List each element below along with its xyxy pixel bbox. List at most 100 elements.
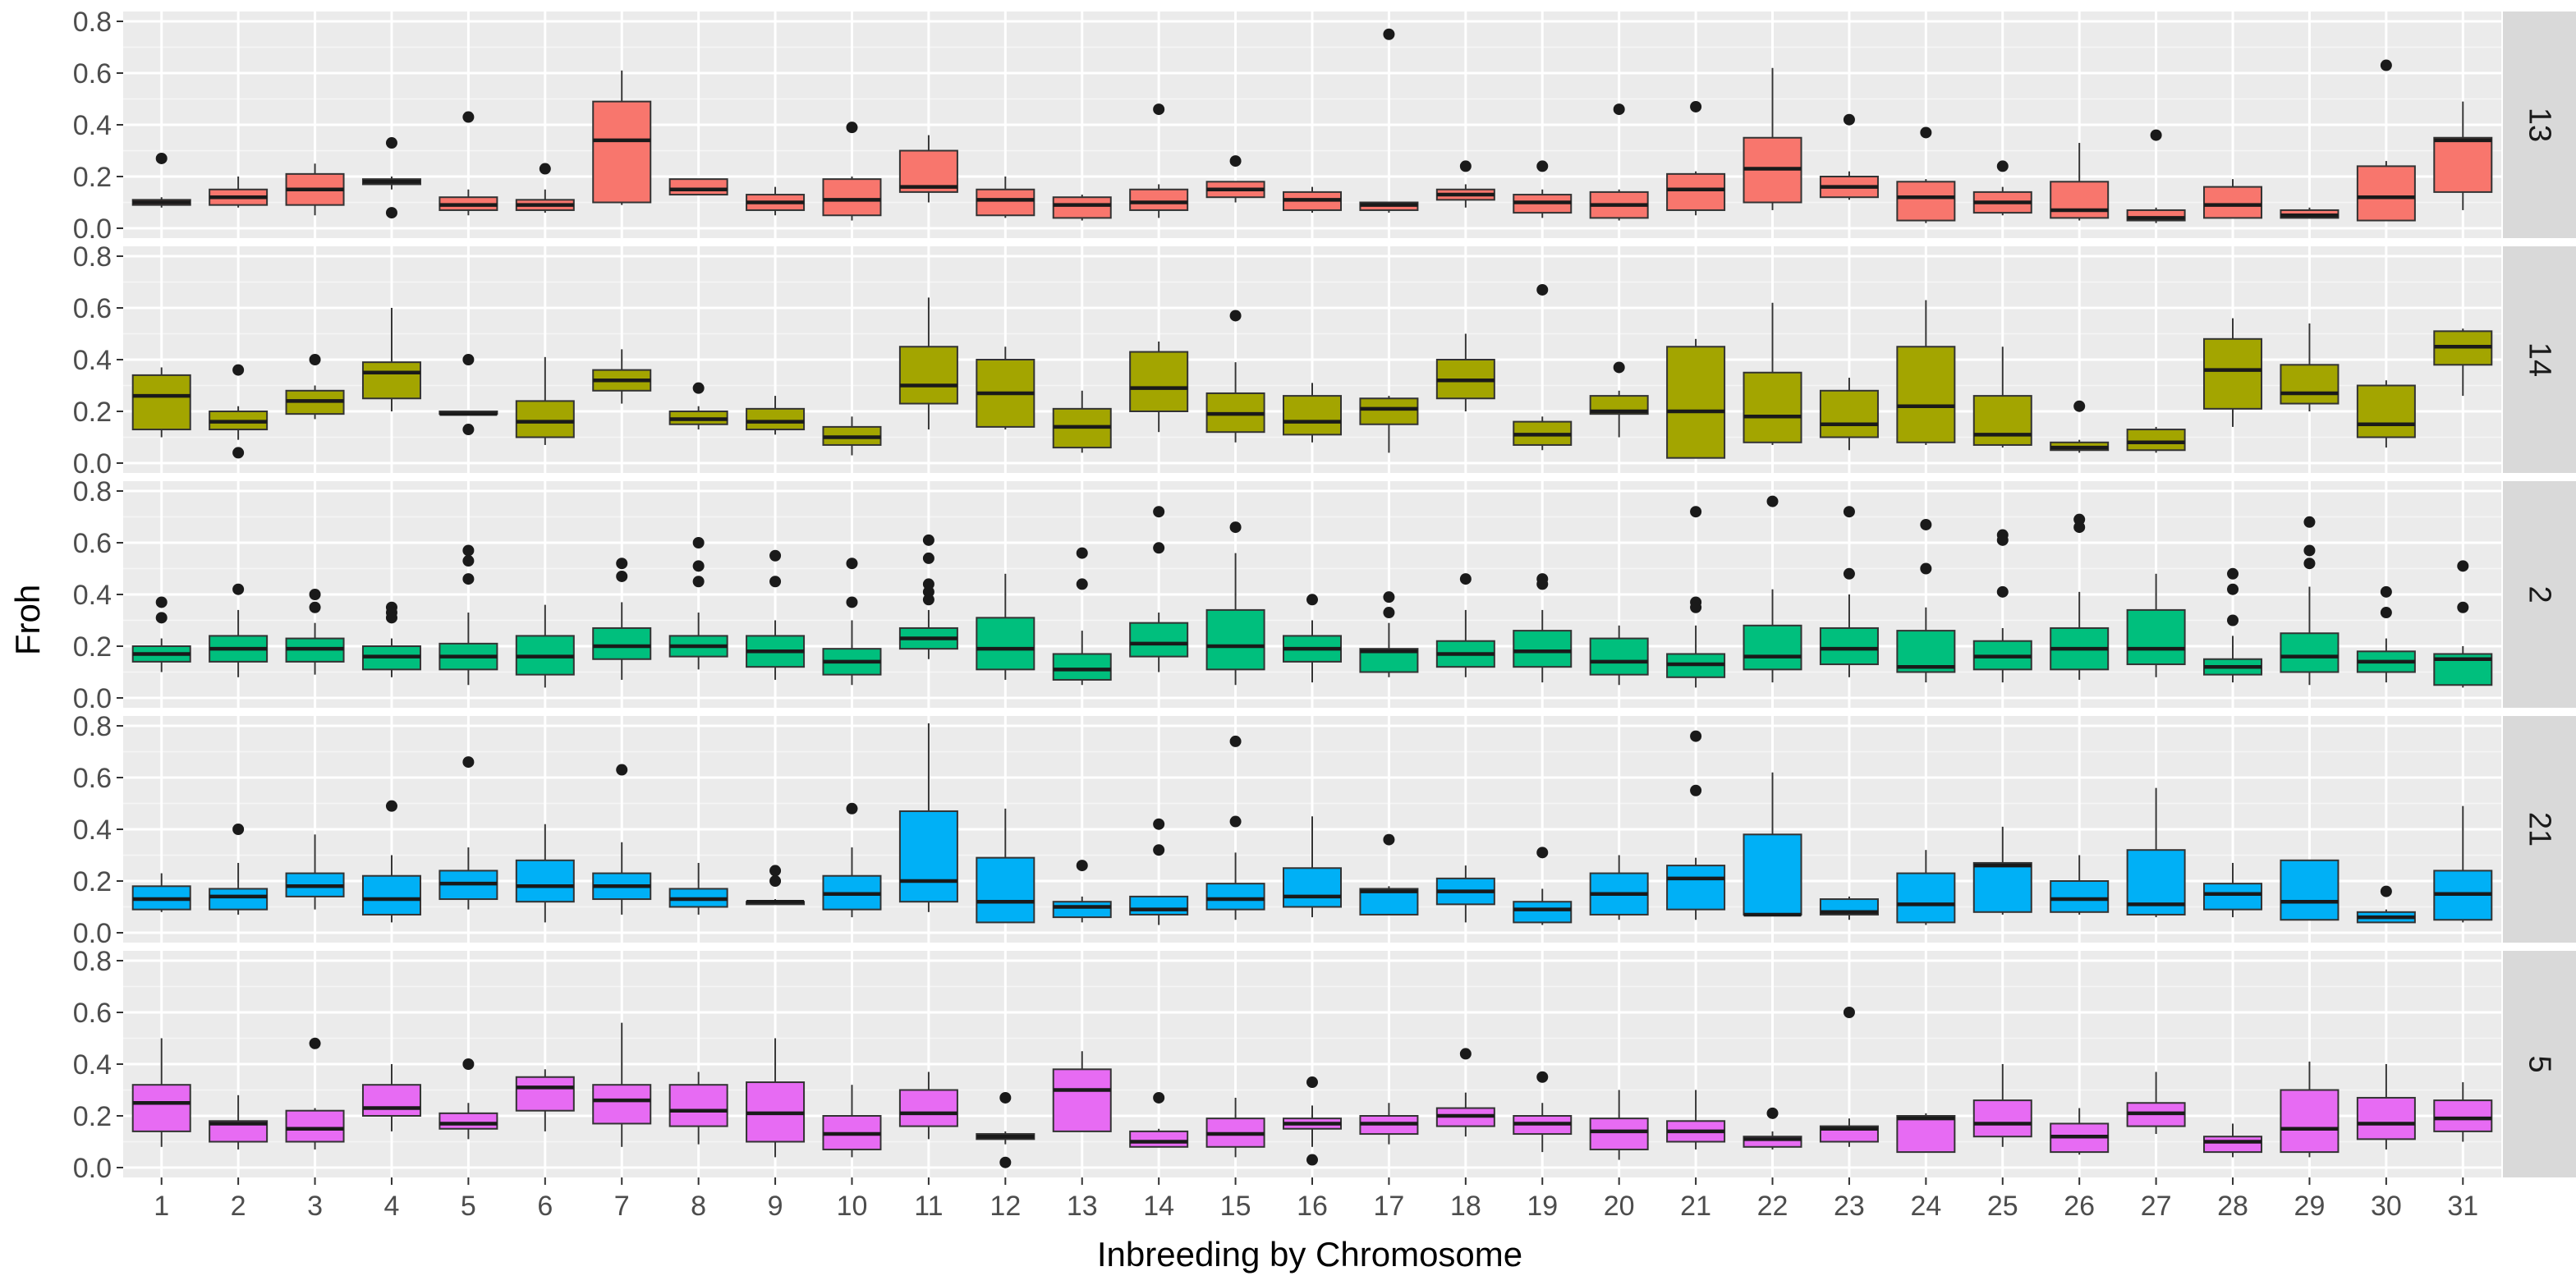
box-chr-12 [976, 856, 1035, 924]
x-axis-title: Inbreeding by Chromosome [1097, 1235, 1522, 1274]
box-chr-5 [439, 1112, 498, 1130]
x-tick-label: 23 [1834, 1191, 1865, 1222]
box-chr-11 [898, 346, 958, 405]
box-chr-8 [668, 178, 728, 196]
box-chr-14 [1129, 622, 1189, 658]
box-chr-22 [1743, 833, 1802, 916]
outlier-point [1843, 1007, 1855, 1018]
outlier-point [2380, 585, 2392, 598]
outlier-point [2227, 567, 2239, 580]
box-chr-14 [1129, 188, 1189, 211]
box-chr-29 [2280, 632, 2340, 673]
outlier-point [309, 1037, 321, 1049]
x-tick-label: 28 [2217, 1191, 2248, 1222]
outlier-point [1920, 126, 1932, 139]
box-chr-7 [592, 1084, 652, 1125]
strip-background [2503, 481, 2576, 708]
outlier-point [1843, 567, 1855, 580]
x-tick-label: 16 [1297, 1191, 1328, 1222]
outlier-point [1229, 521, 1242, 534]
box-chr-26 [2050, 181, 2110, 219]
outlier-point [155, 152, 168, 164]
y-tick-label: 0.2 [73, 631, 112, 663]
outlier-point [1153, 542, 1165, 554]
x-tick-label: 19 [1527, 1191, 1558, 1222]
x-axis: 1 2 3 4 5 6 7 8 9 10 11 12 13 14 15 16 17 18 19 20 21 22 23 24 2… [154, 1177, 2478, 1222]
outlier-point [846, 558, 858, 570]
outlier-point [2303, 544, 2316, 557]
outlier-point [232, 824, 245, 835]
outlier-point [1536, 283, 1549, 296]
box-chr-21 [1666, 865, 1726, 911]
outlier-point [999, 1156, 1012, 1168]
x-tick-label: 10 [837, 1191, 868, 1222]
outlier-point [2073, 400, 2086, 412]
x-tick-label: 6 [537, 1191, 553, 1222]
outlier-point [1536, 160, 1549, 172]
x-tick-label: 25 [1987, 1191, 2018, 1222]
y-tick-label: 0.2 [73, 1101, 112, 1132]
outlier-point [1690, 784, 1702, 796]
x-tick-label: 13 [1067, 1191, 1098, 1222]
outlier-point [922, 594, 934, 606]
box-chr-2 [209, 888, 269, 911]
outlier-point [1153, 103, 1165, 116]
outlier-point [385, 800, 397, 812]
facet-panel-13: 0.0 0.2 0.4 0.6 0.8 13 [73, 7, 2576, 245]
x-tick-label: 8 [691, 1191, 706, 1222]
x-tick-label: 15 [1220, 1191, 1251, 1222]
outlier-point [1613, 361, 1625, 374]
outlier-point [1229, 815, 1242, 828]
x-tick-label: 17 [1374, 1191, 1405, 1222]
box-chr-1 [131, 1084, 191, 1132]
outlier-point [1690, 100, 1702, 112]
outlier-point [1613, 103, 1625, 116]
facet-panel-21: 0.0 0.2 0.4 0.6 0.8 21 [73, 711, 2576, 949]
strip-label-21: 21 [2523, 812, 2557, 847]
x-tick-label: 1 [154, 1191, 169, 1222]
x-tick-label: 30 [2371, 1191, 2402, 1222]
box-chr-26 [2050, 880, 2110, 913]
box-chr-14 [1129, 1130, 1189, 1148]
x-tick-label: 4 [384, 1191, 400, 1222]
box-chr-24 [1896, 181, 1956, 222]
outlier-point [999, 1091, 1012, 1104]
outlier-point [2380, 59, 2392, 71]
box-chr-13 [1052, 196, 1112, 219]
x-tick-label: 7 [614, 1191, 630, 1222]
y-tick-label: 0.8 [73, 7, 112, 38]
box-chr-13 [1052, 1068, 1112, 1132]
outlier-point [692, 537, 705, 548]
facet-panel-5: 0.0 0.2 0.4 0.6 0.8 5 [73, 946, 2576, 1184]
box-chr-27 [2126, 608, 2186, 666]
outlier-point [1229, 310, 1242, 322]
outlier-point [1766, 1107, 1779, 1119]
outlier-point [1843, 113, 1855, 126]
y-tick-label: 0.6 [73, 763, 112, 794]
outlier-point [1383, 833, 1395, 846]
y-tick-label: 0.0 [73, 213, 112, 245]
y-axis-title: Froh [8, 585, 47, 655]
outlier-point [1996, 534, 2009, 546]
x-tick-label: 27 [2141, 1191, 2172, 1222]
outlier-point [385, 612, 397, 624]
outlier-point [769, 865, 782, 877]
outlier-point [1153, 506, 1165, 518]
outlier-point [1076, 547, 1088, 559]
box-chr-14 [1129, 351, 1189, 412]
x-tick-label: 20 [1604, 1191, 1635, 1222]
box-chr-22 [1743, 371, 1802, 443]
y-tick-label: 0.2 [73, 866, 112, 897]
outlier-point [922, 552, 934, 564]
outlier-point [1306, 594, 1318, 606]
box-chr-31 [2433, 136, 2493, 193]
box-chr-20 [1589, 1117, 1649, 1150]
outlier-point [2150, 129, 2162, 141]
outlier-point [1843, 506, 1855, 518]
outlier-point [1536, 847, 1549, 859]
box-chr-15 [1205, 608, 1265, 671]
outlier-point [1076, 860, 1088, 872]
box-chr-19 [1513, 630, 1573, 668]
outlier-point [385, 137, 397, 149]
box-chr-11 [898, 1089, 958, 1127]
